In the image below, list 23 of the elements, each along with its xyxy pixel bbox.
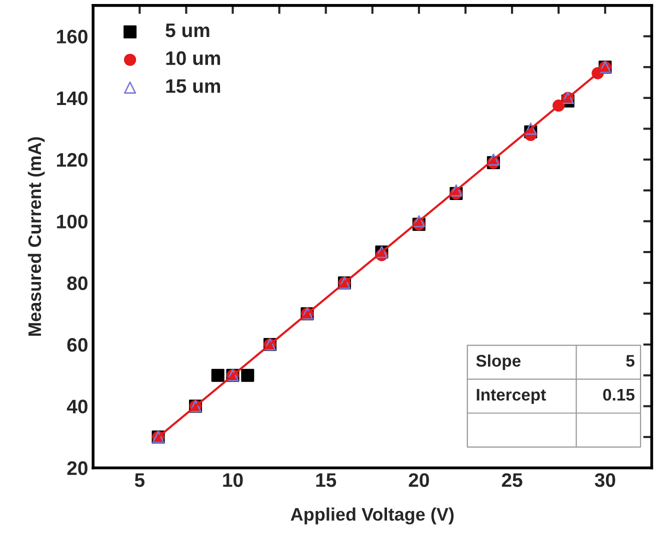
x-tick-label: 20 (408, 473, 429, 487)
annotation: Intercept (476, 389, 546, 404)
y-tick-label: 140 (57, 91, 88, 106)
y-tick-label: 20 (67, 461, 88, 476)
y-tick-label: 60 (67, 338, 88, 352)
annotation: 5 (626, 355, 634, 367)
y-tick-label: 100 (57, 214, 88, 228)
y-tick-label: 80 (67, 276, 88, 290)
legend-label: 5 um (166, 24, 210, 38)
y-tick-label: 120 (57, 153, 88, 167)
y-axis-title: Measured Current (mA) (28, 137, 45, 336)
x-axis-title: Applied Voltage (V) (290, 507, 454, 524)
x-tick-label: 15 (316, 473, 336, 487)
y-tick-label: 160 (57, 30, 88, 44)
legend-label: 10 um (166, 51, 220, 66)
x-tick-label: 5 (134, 473, 145, 487)
annotation: Slope (476, 354, 521, 370)
x-tick-label: 30 (594, 473, 616, 488)
y-tick-label: 40 (66, 400, 88, 414)
x-tick-label: 10 (223, 473, 243, 487)
x-tick-label: 25 (502, 473, 522, 487)
annotation: 0.15 (603, 388, 634, 401)
legend-label: 15 um (166, 79, 220, 93)
